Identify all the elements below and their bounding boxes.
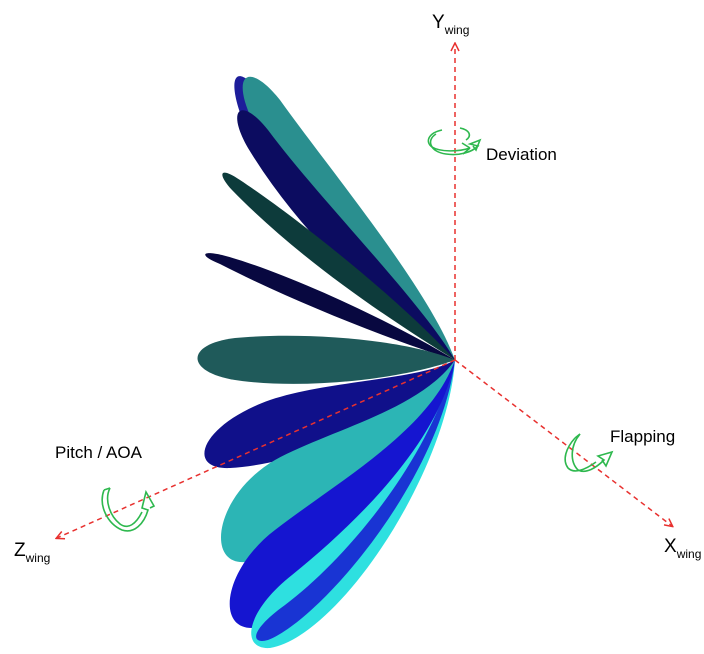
wing-position-8 bbox=[221, 360, 455, 563]
wing-position-5 bbox=[205, 253, 455, 360]
wing-position-6 bbox=[197, 335, 455, 384]
flapping-rotation-icon bbox=[564, 433, 614, 473]
wing-position-4 bbox=[222, 172, 455, 360]
wing-position-3 bbox=[237, 110, 455, 360]
pitch-rotation-icon bbox=[101, 487, 156, 532]
axes bbox=[57, 44, 672, 538]
wing-position-7 bbox=[204, 360, 455, 469]
deviation-rotation-icon bbox=[427, 127, 482, 156]
z-axis-line bbox=[57, 359, 456, 538]
wing-position-9 bbox=[229, 360, 455, 628]
deviation-label: Deviation bbox=[486, 145, 557, 164]
x-axis-line bbox=[454, 359, 672, 526]
flapping-label: Flapping bbox=[610, 427, 675, 446]
x-axis-label: Xwing bbox=[664, 536, 701, 561]
wing-positions bbox=[197, 76, 455, 649]
pitch-label: Pitch / AOA bbox=[55, 443, 143, 462]
z-axis-label: Zwing bbox=[14, 540, 50, 565]
y-axis-label: Ywing bbox=[432, 12, 469, 37]
wing-position-10 bbox=[251, 360, 455, 649]
wing-position-11 bbox=[256, 360, 455, 641]
